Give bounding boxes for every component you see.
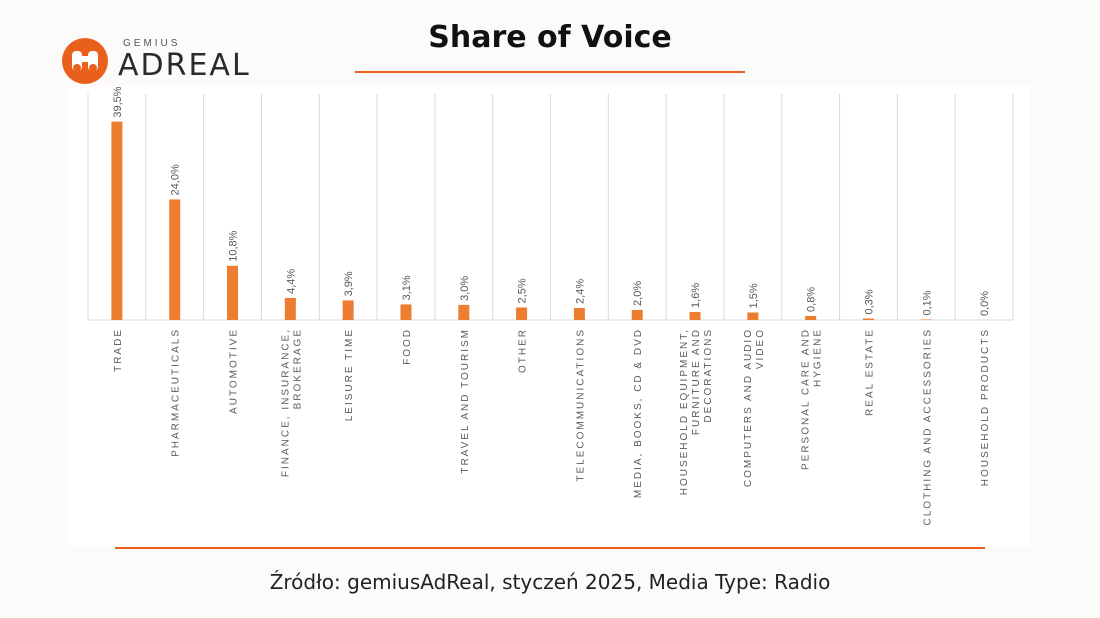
- category-label-line: TRADE: [113, 328, 124, 372]
- category-label-line: HYGIENE: [813, 328, 824, 387]
- category-label-line: LEISURE TIME: [344, 328, 355, 421]
- value-label-3: 4,4%: [285, 269, 297, 294]
- bar-10: [689, 311, 701, 320]
- category-label-12: PERSONAL CARE ANDHYGIENE: [801, 328, 824, 470]
- title-underline: [355, 71, 745, 73]
- category-label-1: PHARMACEUTICALS: [171, 328, 182, 457]
- value-label-12: 0,8%: [806, 287, 818, 312]
- category-label-3: FINANCE, INSURANCE,BROKERAGE: [280, 328, 303, 477]
- page-title: Share of Voice: [428, 20, 672, 55]
- category-label-line: FOOD: [402, 328, 413, 365]
- category-label-line: COMPUTERS AND AUDIO: [743, 328, 754, 487]
- category-label-line: PERSONAL CARE AND: [801, 328, 812, 470]
- bar-5: [400, 304, 412, 320]
- value-label-1: 24,0%: [170, 164, 182, 195]
- value-label-11: 1,5%: [748, 283, 760, 308]
- bar-2: [227, 265, 239, 320]
- bar-3: [284, 297, 296, 320]
- category-label-line: TRAVEL AND TOURISM: [460, 328, 471, 474]
- category-label-line: DECORATIONS: [703, 328, 714, 423]
- category-label-line: CLOTHING AND ACCESSORIES: [922, 328, 933, 525]
- category-label-line: BROKERAGE: [292, 328, 303, 409]
- category-label-line: REAL ESTATE: [864, 328, 875, 416]
- bar-7: [516, 307, 528, 320]
- bar-chart: 39,5% TRADE 24,0% PHARMACEUTICALS 10,8% AUTOM…: [87, 86, 1014, 525]
- bar-1: [169, 199, 181, 320]
- category-label-line: MEDIA, BOOKS, CD & DVD: [633, 328, 644, 498]
- bar-8: [573, 307, 585, 320]
- category-label-10: HOUSEHOLD EQUIPMENT,FURNITURE ANDDECORAT…: [679, 328, 714, 495]
- value-label-0: 39,5%: [112, 86, 124, 117]
- logo-brand-top: GEMIUS: [123, 38, 181, 49]
- bar-0: [111, 121, 123, 320]
- bar-9: [631, 309, 643, 320]
- bar-11: [747, 312, 759, 320]
- bar-6: [458, 304, 470, 320]
- category-label-line: FURNITURE AND: [691, 328, 702, 435]
- source-note: Źródło: gemiusAdReal, styczeń 2025, Medi…: [269, 570, 831, 594]
- category-label-line: AUTOMOTIVE: [229, 328, 240, 414]
- category-label-4: LEISURE TIME: [344, 328, 355, 421]
- bottom-divider: [115, 547, 985, 549]
- category-label-line: TELECOMMUNICATIONS: [575, 328, 586, 482]
- bar-14: [920, 319, 932, 320]
- category-label-2: AUTOMOTIVE: [229, 328, 240, 414]
- category-label-line: FINANCE, INSURANCE,: [280, 328, 291, 477]
- category-label-11: COMPUTERS AND AUDIOVIDEO: [743, 328, 766, 487]
- category-label-5: FOOD: [402, 328, 413, 365]
- value-label-4: 3,9%: [343, 271, 355, 296]
- bar-4: [342, 300, 354, 320]
- value-label-7: 2,5%: [517, 278, 529, 303]
- category-label-6: TRAVEL AND TOURISM: [460, 328, 471, 474]
- binoculars-icon: [62, 38, 108, 84]
- value-label-8: 2,4%: [574, 279, 586, 304]
- category-label-0: TRADE: [113, 328, 124, 372]
- category-label-line: HOUSEHOLD PRODUCTS: [980, 328, 991, 486]
- bar-13: [862, 318, 874, 320]
- category-label-line: OTHER: [518, 328, 529, 373]
- category-label-7: OTHER: [518, 328, 529, 373]
- value-label-5: 3,1%: [401, 275, 413, 300]
- category-label-14: CLOTHING AND ACCESSORIES: [922, 328, 933, 525]
- category-label-line: HOUSEHOLD EQUIPMENT,: [679, 328, 690, 495]
- value-label-9: 2,0%: [632, 281, 644, 306]
- category-label-line: PHARMACEUTICALS: [171, 328, 182, 457]
- value-label-2: 10,8%: [228, 230, 240, 261]
- category-label-8: TELECOMMUNICATIONS: [575, 328, 586, 482]
- category-label-line: VIDEO: [755, 328, 766, 369]
- value-label-13: 0,3%: [863, 289, 875, 314]
- category-label-13: REAL ESTATE: [864, 328, 875, 416]
- logo: GEMIUS ADREAL: [62, 38, 252, 86]
- value-label-15: 0,0%: [979, 291, 991, 316]
- chart-card: 39,5% TRADE 24,0% PHARMACEUTICALS 10,8% AUTOM…: [68, 86, 1030, 546]
- value-label-6: 3,0%: [459, 276, 471, 301]
- category-label-9: MEDIA, BOOKS, CD & DVD: [633, 328, 644, 498]
- value-label-14: 0,1%: [921, 290, 933, 315]
- logo-brand-main: ADREAL: [118, 48, 251, 83]
- value-label-10: 1,6%: [690, 283, 702, 308]
- category-label-15: HOUSEHOLD PRODUCTS: [980, 328, 991, 486]
- bar-12: [805, 315, 817, 320]
